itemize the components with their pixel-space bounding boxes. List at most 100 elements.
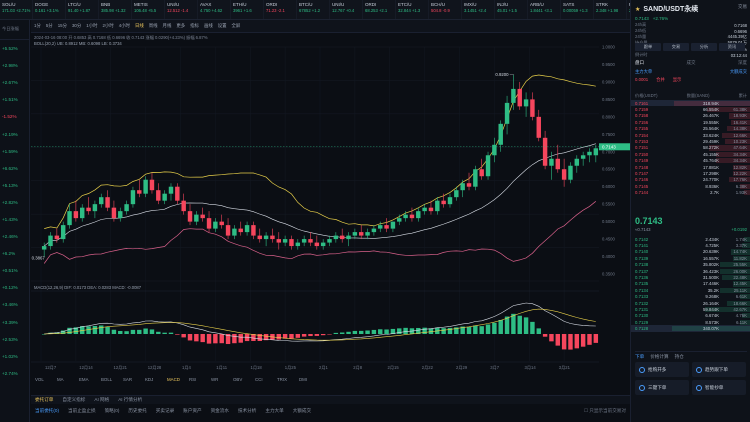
orderbook-row[interactable]: 0.7148 17.881K 12.82K: [631, 164, 750, 170]
timeframe-tab[interactable]: 月线: [162, 23, 172, 28]
orderbook-row[interactable]: 0.7137 36.423K 26.00K: [631, 268, 750, 274]
watchlist-row[interactable]: -1.52%: [2, 114, 17, 120]
timeframe-tab[interactable]: 周线: [148, 23, 158, 28]
orderbook-row[interactable]: 0.7149 45.764K 34.34K: [631, 158, 750, 164]
watchlist-row[interactable]: +3.46%: [2, 302, 18, 308]
price-chart[interactable]: 2024-03-16 08:00 开 0.6853 高 0.7168 低 0.6…: [31, 33, 630, 395]
orderbook-row[interactable]: 0.7153 29.459K 10.23K: [631, 138, 750, 145]
action-button[interactable]: 跟单: [635, 43, 661, 51]
orderbook-tab[interactable]: 深度: [738, 60, 747, 65]
only-current-checkbox[interactable]: ☐ 只显示当前交易对: [583, 408, 626, 413]
bottom-subtab[interactable]: 当前委托(0): [35, 408, 59, 413]
precision-value[interactable]: 0.0001: [635, 77, 649, 82]
watchlist-row[interactable]: +5.13%: [2, 182, 18, 188]
ticker-item[interactable]: BNB 385.98 +1.32: [99, 0, 132, 19]
ticker-item[interactable]: UNI/U 12.767 +0.4: [330, 0, 363, 19]
bottom-subtab[interactable]: 当前止盈止损: [68, 408, 96, 413]
orderbook-row[interactable]: 0.7150 45.155K 34.34K: [631, 151, 750, 157]
display-toggle[interactable]: 显示: [672, 77, 682, 82]
orderbook-row[interactable]: 0.7133 9.268K 6.61K: [631, 294, 750, 300]
ticker-item[interactable]: SATS 0.00059 +1.3: [561, 0, 594, 19]
order-tab[interactable]: 下单: [635, 354, 645, 359]
order-tab[interactable]: 持仓: [674, 354, 684, 359]
bottom-subtab[interactable]: 资金流水: [210, 408, 229, 413]
big-orders-link[interactable]: 主力大单: [635, 69, 653, 74]
orderbook-row[interactable]: 0.7138 35.802K 25.55K: [631, 262, 750, 268]
timeframe-tab[interactable]: 更多: [176, 23, 186, 28]
watchlist-row[interactable]: +1.51%: [2, 97, 18, 103]
orderbook-row[interactable]: 0.7139 16.557K 11.82K: [631, 255, 750, 261]
ticker-item[interactable]: INJ/U 45.01 +1.5: [495, 0, 528, 19]
ticker-item[interactable]: DOGE 0.161 +3.1%: [33, 0, 66, 19]
orderbook-row[interactable]: 0.7147 17.298K 12.22K: [631, 170, 750, 177]
action-button[interactable]: 交易: [663, 43, 689, 51]
bottom-subtab[interactable]: 策略(0): [104, 408, 120, 413]
timeframe-tab[interactable]: 30分: [71, 23, 82, 28]
bottom-tab[interactable]: AI 行情分析: [118, 397, 143, 402]
timeframe-tab[interactable]: 4小时: [118, 23, 130, 28]
orderbook-tab[interactable]: 成交: [686, 60, 696, 65]
orderbook-row[interactable]: 0.7161 318.94K: [631, 100, 750, 107]
watchlist-row[interactable]: +3.39%: [2, 319, 18, 325]
timeframe-tab[interactable]: 全屏: [231, 23, 241, 28]
orderbook-row[interactable]: 0.7131 59.844K 42.67K: [631, 306, 750, 313]
orderbook-row[interactable]: 0.7135 17.446K 12.45K: [631, 281, 750, 287]
ticker-item[interactable]: ARB/U 1.8441 +3.1: [528, 0, 561, 19]
action-button[interactable]: 分析: [691, 43, 717, 51]
watchlist-row[interactable]: +6.2%: [2, 251, 16, 257]
timeframe-tab[interactable]: 设置: [217, 23, 227, 28]
orderbook-row[interactable]: 0.7129 8.573K 6.11K: [631, 319, 750, 325]
ticker-item[interactable]: BCH/U 504.8 -0.9: [429, 0, 462, 19]
watchlist-row[interactable]: +2.53%: [2, 336, 18, 342]
timeframe-tab[interactable]: 5分: [45, 23, 53, 28]
timeframe-tab[interactable]: 2小时: [102, 23, 114, 28]
big-trades-link[interactable]: 大额成交: [729, 69, 747, 74]
orderbook-row[interactable]: 0.7144 2.7K 1.93K: [631, 189, 750, 196]
orderbook-row[interactable]: 0.7156 19.555K 16.41K: [631, 119, 750, 125]
bottom-subtab[interactable]: 大额成交: [292, 408, 312, 413]
orderbook-row[interactable]: 0.7158 26.467K 18.93K: [631, 113, 750, 119]
quick-order-button[interactable]: 智能抄单: [692, 380, 746, 395]
orderbook-row[interactable]: 0.7141 4.725K 3.37K: [631, 242, 750, 249]
orderbook-row[interactable]: 0.7132 26.164K 18.66K: [631, 300, 750, 306]
ticker-item[interactable]: SOL/U 171.03 +2.71%: [0, 0, 33, 19]
timeframe-tab[interactable]: 指标: [190, 23, 199, 28]
orderbook-row[interactable]: 0.7136 31.500K 22.48K: [631, 274, 750, 281]
bottom-subtab[interactable]: 技术分析: [237, 408, 257, 413]
watchlist-row[interactable]: +0.51%: [2, 268, 18, 274]
orderbook-row[interactable]: 0.7128 340.07K: [631, 325, 750, 332]
ticker-item[interactable]: BTC/U 67852 +1.2: [297, 0, 330, 19]
ticker-item[interactable]: ORDI 68.253 +2.1: [363, 0, 396, 19]
order-tab[interactable]: 价格计算: [650, 354, 669, 359]
orderbook-row[interactable]: 0.7130 6.674K 4.76K: [631, 313, 750, 319]
trade-button[interactable]: 交易: [738, 4, 747, 9]
orderbook-row[interactable]: 0.7154 33.624K 12.66K: [631, 132, 750, 138]
bottom-tab[interactable]: 委托订单: [35, 397, 54, 402]
watchlist-row[interactable]: +0.12%: [2, 285, 18, 291]
orderbook-tab[interactable]: 盘口: [635, 60, 644, 65]
action-button[interactable]: 资讯: [719, 43, 745, 51]
watchlist-row[interactable]: +1.59%: [2, 148, 18, 154]
orderbook-row[interactable]: 0.7159 66.554K 61.38K: [631, 106, 750, 113]
ticker-item[interactable]: UNI/U 12.512 -1.4: [165, 0, 198, 19]
quick-order-button[interactable]: 三键下单: [635, 380, 689, 395]
bottom-subtab[interactable]: 买卖记录: [155, 408, 175, 413]
ticker-item[interactable]: ORDI 71.23 -2.1: [264, 0, 297, 19]
symbol-name[interactable]: SAND/USDT永续: [643, 6, 699, 13]
orderbook-row[interactable]: 0.7134 35.2K 25.11K: [631, 287, 750, 293]
ticker-item[interactable]: IMX/U 3.1451 +2.4: [462, 0, 495, 19]
orderbook-row[interactable]: 0.7151 58.272K 47.64K: [631, 145, 750, 151]
ticker-item[interactable]: LTC/U 91.40 +1.87: [66, 0, 99, 19]
watchlist-row[interactable]: +1.43%: [2, 216, 18, 222]
ticker-item[interactable]: STRK 2.348 +1.98: [594, 0, 627, 19]
watchlist-row[interactable]: +2.67%: [2, 80, 18, 86]
watchlist-row[interactable]: +5.52%: [2, 46, 18, 52]
orderbook-row[interactable]: 0.7142 2.434K 1.74K: [631, 236, 750, 242]
orderbook-row[interactable]: 0.7145 8.936K 6.38K: [631, 183, 750, 189]
timeframe-tab[interactable]: 画线: [203, 23, 213, 28]
orderbook-row[interactable]: 0.7155 25.564K 14.38K: [631, 126, 750, 132]
watchlist-row[interactable]: +6.62%: [2, 165, 18, 171]
favorite-star-icon[interactable]: ★: [635, 6, 641, 13]
ticker-item[interactable]: AVAX 4.750 +4.62: [198, 0, 231, 19]
watchlist-row[interactable]: +2.46%: [2, 234, 18, 240]
